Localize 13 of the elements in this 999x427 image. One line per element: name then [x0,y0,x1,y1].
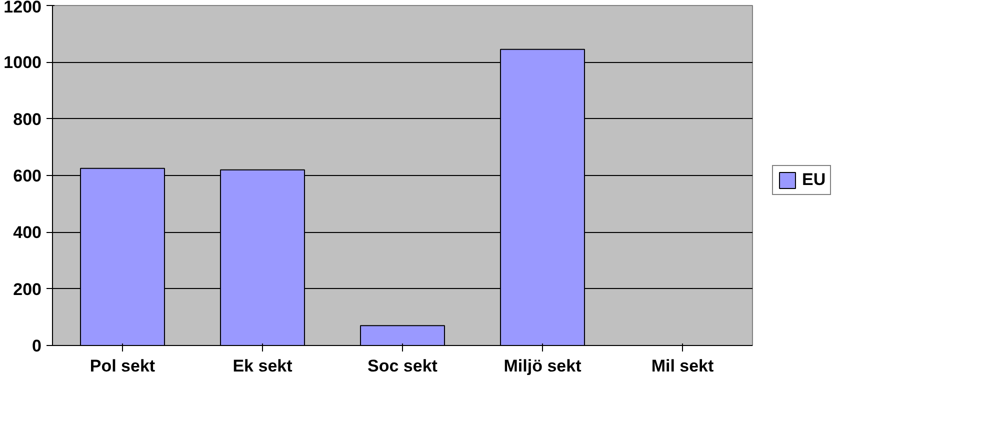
y-tick-label: 200 [13,280,42,299]
y-tick-label: 800 [13,110,42,129]
x-tick-label: Miljö sekt [504,356,582,376]
x-tick-label: Soc sekt [368,356,438,376]
x-tick-label: Pol sekt [90,356,156,376]
x-tick-label: Ek sekt [232,356,293,376]
y-tick-label: 600 [13,166,42,186]
y-tick-label: 1200 [4,0,42,16]
y-tick-label: 1000 [4,53,42,72]
y-tick-label: 0 [32,336,42,356]
y-tick-label: 400 [13,223,42,242]
x-tick-label: Mil sekt [651,356,714,376]
legend-label: EU [802,170,826,190]
